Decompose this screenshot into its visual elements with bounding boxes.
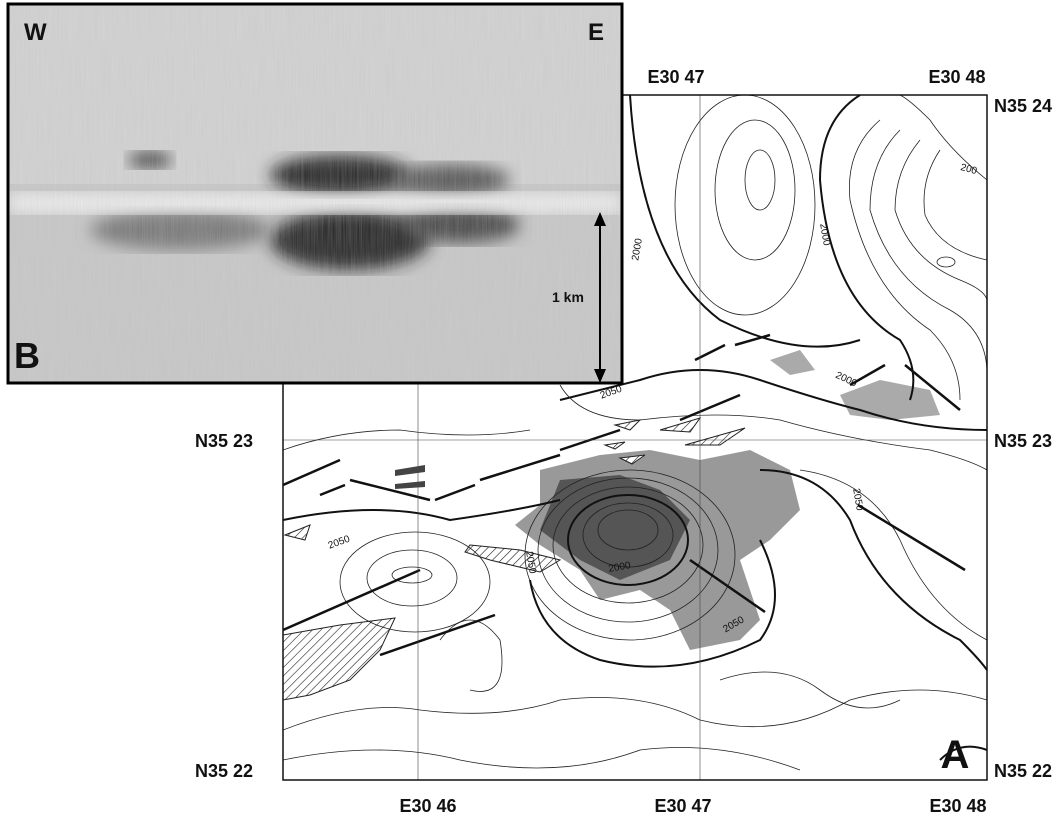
longitude-label: E30 47	[647, 67, 704, 87]
figure: 2050 2000 2000 2000 200 2050 2050 2050 2…	[0, 0, 1064, 819]
latitude-label: N35 24	[994, 96, 1052, 116]
latitude-label: N35 22	[195, 761, 253, 781]
sonar-image	[8, 4, 622, 383]
longitude-label: E30 46	[399, 796, 456, 816]
longitude-label: E30 48	[929, 796, 986, 816]
latitude-label: N35 22	[994, 761, 1052, 781]
panel-label: B	[14, 335, 40, 376]
body: 2050 2000 2000 2000 200 2050 2050 2050 2…	[0, 0, 1064, 819]
latitude-label: N35 23	[195, 431, 253, 451]
longitude-label: E30 48	[928, 67, 985, 87]
direction-label: E	[588, 19, 604, 46]
scale-label: 1 km	[552, 289, 584, 305]
page: Map and sonar image {"panel_b": {"label"…	[0, 0, 1064, 819]
longitude-label: E30 47	[654, 796, 711, 816]
panel-label: A	[941, 733, 970, 777]
latitude-label: N35 23	[994, 431, 1052, 451]
direction-label: W	[24, 19, 47, 46]
